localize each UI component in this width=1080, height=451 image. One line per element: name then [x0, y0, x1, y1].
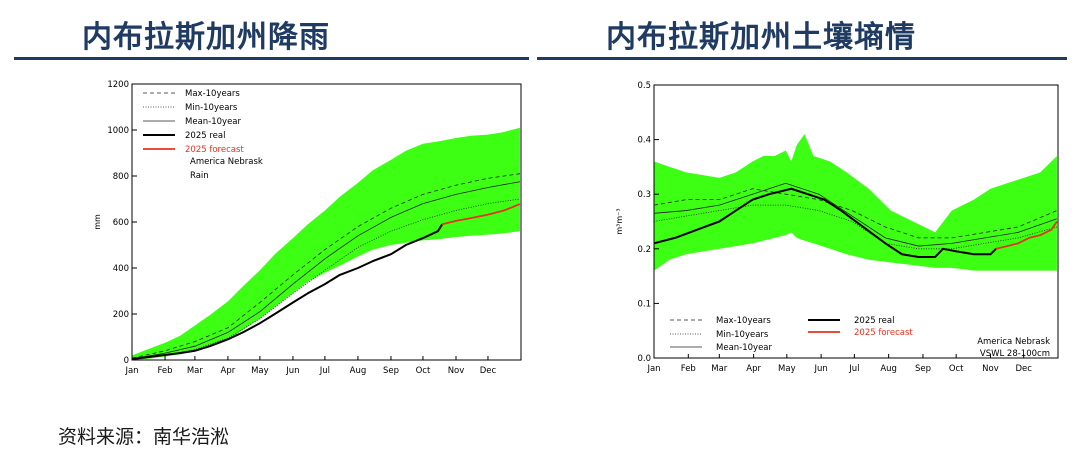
soil-x-tick-label: Jun	[813, 364, 827, 374]
soil-legend-label: Mean-10year	[716, 343, 773, 353]
soil-x-tick-label: May	[778, 364, 796, 374]
soil-y-axis-label: m³m⁻³	[615, 208, 624, 234]
source-note: 资料来源：南华浩淞	[58, 426, 230, 448]
soil-x-tick-label: Mar	[711, 364, 728, 374]
left-chart-title: 内布拉斯加州降雨	[82, 20, 330, 55]
rain-series-2025-forecast	[441, 203, 521, 226]
rain-y-tick-label: 1000	[107, 126, 129, 136]
soil-x-tick-label: Oct	[949, 364, 964, 374]
soil-y-tick-label: 0.1	[637, 299, 651, 309]
rain-y-tick-label: 400	[113, 264, 129, 274]
soil-x-tick-label: Sep	[915, 364, 931, 374]
rain-x-tick-label: Apr	[221, 366, 236, 376]
rain-x-tick-label: Jun	[285, 366, 299, 376]
soil-y-tick-label: 0.2	[637, 245, 651, 255]
rain-legend-label: Mean-10year	[185, 117, 242, 127]
rain-x-tick-label: Aug	[350, 366, 367, 376]
soil-series-mean-10year	[653, 182, 1058, 247]
rain-legend-label: Max-10years	[185, 89, 240, 99]
soil-x-tick-label: Nov	[982, 364, 999, 374]
soil-legend-label: Min-10years	[716, 330, 769, 340]
rain-range-band	[132, 127, 520, 360]
rain-x-tick-label: May	[251, 366, 269, 376]
soil-legend-label: Max-10years	[716, 316, 771, 326]
soil-x-tick-label: Feb	[681, 364, 696, 374]
rain-y-tick-label: 600	[113, 218, 129, 228]
soil-x-tick-label: Jul	[848, 364, 859, 374]
soil-legend-label: 2025 forecast	[854, 328, 913, 338]
soil-series-2025-forecast	[995, 220, 1058, 250]
soil-series-2025-real	[653, 187, 997, 258]
soil-y-tick-label: 0.3	[637, 190, 651, 200]
rain-legend-label: 2025 forecast	[185, 145, 244, 155]
rain-legend-label: 2025 real	[185, 131, 225, 141]
rain-series-max-10years	[131, 173, 520, 359]
right-chart-title: 内布拉斯加州土壤墒情	[606, 20, 916, 55]
rain-y-tick-label: 1200	[107, 80, 129, 90]
soil-x-tick-label: Aug	[880, 364, 897, 374]
rain-annotation: Rain	[190, 171, 209, 181]
rain-x-tick-label: Jul	[319, 366, 330, 376]
rain-series-2025-real	[131, 223, 443, 360]
rain-y-tick-label: 200	[113, 310, 129, 320]
right-title-underline	[537, 57, 1067, 60]
soil-series-max-10years	[653, 188, 1058, 239]
rain-x-tick-label: Sep	[383, 366, 399, 376]
rain-y-tick-label: 800	[113, 172, 129, 182]
rain-x-tick-label: Dec	[480, 366, 497, 376]
soil-annotation: VSWL 28-100cm	[980, 349, 1050, 359]
left-title-underline	[14, 57, 529, 60]
rain-x-tick-label: Feb	[158, 366, 173, 376]
soil-moisture-chart: 0.0 0.1 0.2 0.3 0.4 0.5 Jan Feb Mar Apr May Jun Jul A…	[615, 81, 1059, 374]
soil-range-band	[654, 134, 1057, 271]
soil-x-tick-label: Jan	[646, 364, 660, 374]
rain-y-tick-label: 0	[124, 356, 129, 366]
rain-x-tick-label: Nov	[448, 366, 465, 376]
rainfall-chart: 0 200 400 600 800 1000 1200 Jan Feb Mar Apr May Jun J…	[93, 80, 522, 376]
soil-annotation: America Nebrask	[977, 337, 1050, 347]
rain-annotation: America Nebrask	[190, 157, 263, 167]
soil-x-tick-label: Apr	[746, 364, 761, 374]
soil-y-tick-label: 0.0	[637, 354, 651, 364]
rain-x-tick-label: Jan	[124, 366, 138, 376]
soil-y-tick-label: 0.4	[637, 136, 651, 146]
soil-x-tick-label: Dec	[1015, 364, 1032, 374]
rain-y-axis-label: mm	[93, 214, 102, 230]
rain-legend-label: Min-10years	[185, 103, 238, 113]
soil-y-tick-label: 0.5	[637, 81, 651, 91]
rain-x-tick-label: Oct	[416, 366, 431, 376]
soil-legend-label: 2025 real	[854, 316, 894, 326]
rain-x-tick-label: Mar	[187, 366, 204, 376]
rain-series-mean-10year	[131, 181, 521, 360]
